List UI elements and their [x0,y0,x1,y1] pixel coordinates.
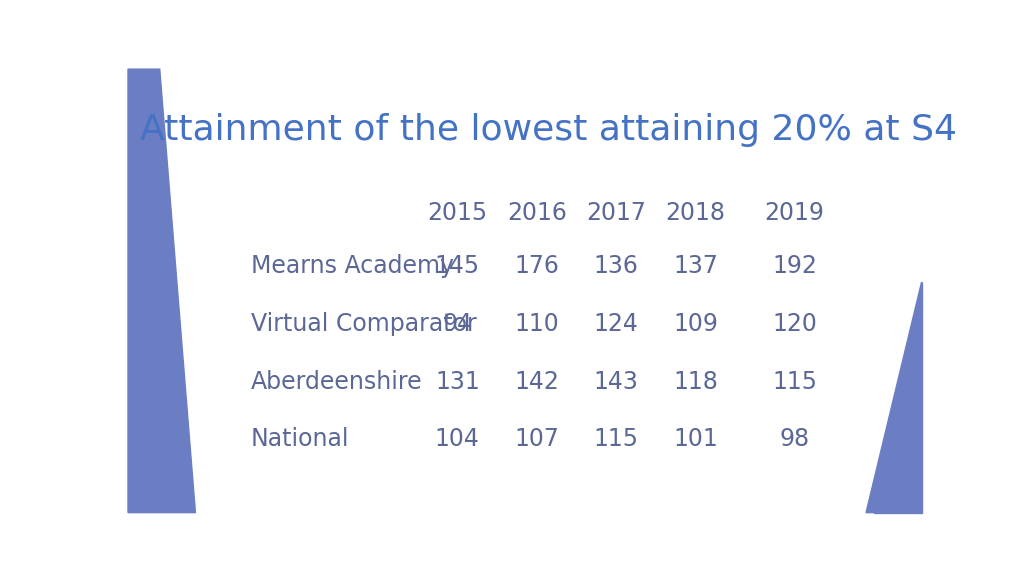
Text: Virtual Comparator: Virtual Comparator [251,312,477,336]
Text: 104: 104 [435,427,480,452]
Text: 115: 115 [772,370,817,394]
Text: 110: 110 [514,312,559,336]
Text: 120: 120 [772,312,817,336]
Text: 98: 98 [779,427,810,452]
Text: 142: 142 [514,370,559,394]
Polygon shape [873,282,922,513]
Text: 118: 118 [673,370,718,394]
Text: 137: 137 [673,255,718,278]
Text: Attainment of the lowest attaining 20% at S4: Attainment of the lowest attaining 20% a… [140,113,957,147]
Text: 109: 109 [673,312,718,336]
Text: 101: 101 [673,427,718,452]
Text: Aberdeenshire: Aberdeenshire [251,370,423,394]
Text: 143: 143 [594,370,639,394]
Text: 2016: 2016 [507,201,566,225]
Text: 115: 115 [594,427,639,452]
Text: 131: 131 [435,370,479,394]
Text: 176: 176 [514,255,559,278]
Polygon shape [866,282,922,513]
Text: 2017: 2017 [586,201,646,225]
Text: 107: 107 [514,427,559,452]
Text: Mearns Academy: Mearns Academy [251,255,454,278]
Text: National: National [251,427,349,452]
Text: 2018: 2018 [666,201,725,225]
Text: 192: 192 [772,255,817,278]
Polygon shape [128,69,196,513]
Text: 2015: 2015 [427,201,487,225]
Text: 124: 124 [594,312,639,336]
Text: 145: 145 [435,255,480,278]
Text: 2019: 2019 [765,201,824,225]
Text: 94: 94 [442,312,472,336]
Text: 136: 136 [594,255,639,278]
